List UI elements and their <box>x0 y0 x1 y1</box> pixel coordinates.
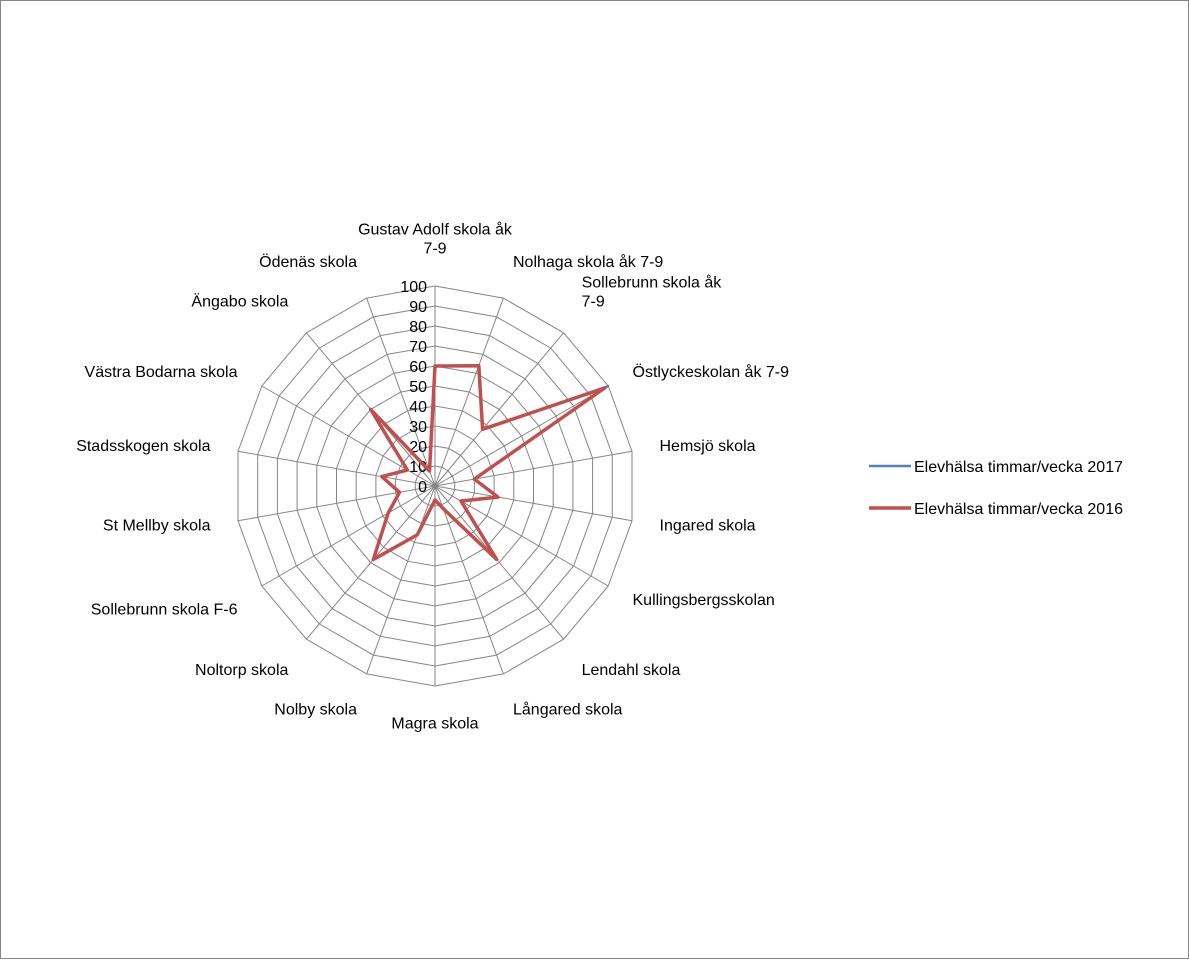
grid-spoke <box>434 332 564 487</box>
tick-label: 50 <box>409 379 427 396</box>
category-label: Sollebrunn skola F-6 <box>91 601 238 618</box>
tick-label: 40 <box>409 399 427 416</box>
category-label: Nolby skola <box>274 702 357 719</box>
grid-spoke <box>237 485 436 522</box>
grid-spoke <box>366 485 436 675</box>
series-line <box>368 363 607 562</box>
legend-entry: Elevhälsa timmar/vecka 2017 <box>914 459 1123 476</box>
legend-entry: Elevhälsa timmar/vecka 2016 <box>914 501 1123 518</box>
grid-spoke <box>434 297 504 487</box>
grid-spoke <box>434 385 609 487</box>
grid-spoke <box>306 485 436 640</box>
category-label: Stadsskogen skola <box>76 438 210 455</box>
category-label: Hemsjö skola <box>660 438 756 455</box>
grid-spoke <box>434 450 633 487</box>
grid-spoke <box>434 485 564 640</box>
tick-label: 60 <box>409 359 427 376</box>
category-label: Västra Bodarna skola <box>85 364 238 381</box>
category-label: Ingared skola <box>660 517 756 534</box>
grid-spoke <box>261 485 436 587</box>
category-label: Långared skola <box>513 701 623 719</box>
tick-label: 20 <box>409 439 427 456</box>
tick-label: 90 <box>409 299 427 316</box>
category-label: Lendahl skola <box>582 662 681 679</box>
tick-label: 30 <box>409 419 427 436</box>
tick-label: 70 <box>409 339 427 356</box>
grid-spoke <box>434 485 633 522</box>
category-label: Noltorp skola <box>195 662 288 679</box>
legend: Elevhälsa timmar/vecka 2017 Elevhälsa tim… <box>869 459 1123 518</box>
tick-label: 0 <box>418 479 427 496</box>
category-label: Kullingsbergsskolan <box>633 592 775 609</box>
category-label: St Mellby skola <box>103 517 211 534</box>
category-label: Magra skola <box>391 715 478 732</box>
tick-label: 100 <box>400 279 427 296</box>
tick-label: 80 <box>409 319 427 336</box>
category-label: Östlyckeskolan åk 7-9 <box>633 363 790 381</box>
category-label: Gustav Adolf skola åk 7-9 <box>358 220 513 257</box>
grid-spoke <box>434 485 504 675</box>
radar-series <box>368 363 610 562</box>
category-label: Ängabo skola <box>191 293 288 311</box>
category-label: Sollebrunn skola åk 7-9 <box>582 274 723 311</box>
category-label: Ödenäs skola <box>259 253 357 271</box>
category-label: Nolhaga skola åk 7-9 <box>513 253 663 271</box>
grid-spoke <box>237 450 436 487</box>
radar-grid <box>237 285 633 687</box>
grid-spoke <box>366 297 436 487</box>
